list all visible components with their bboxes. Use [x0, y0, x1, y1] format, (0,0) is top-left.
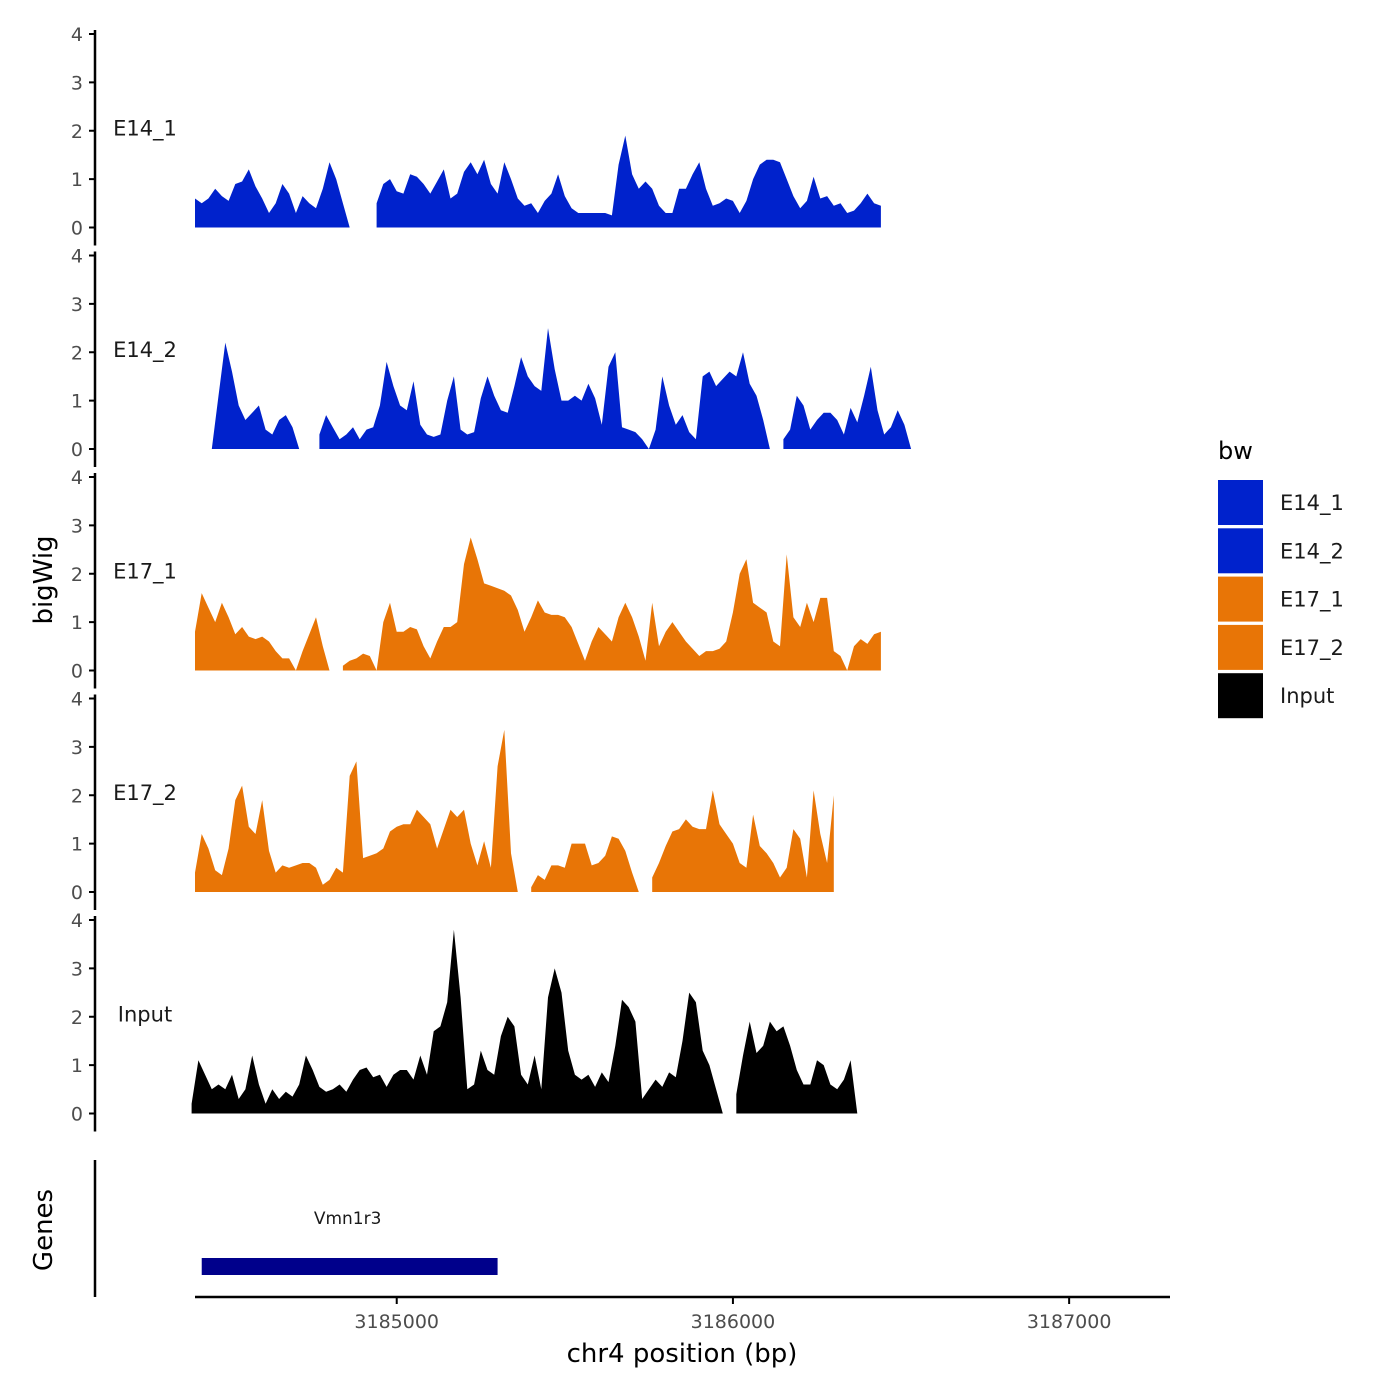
legend-label-E17_2: E17_2: [1280, 636, 1344, 661]
y-tick-label: 1: [71, 391, 83, 413]
track-label-E14_2: E14_2: [113, 338, 177, 363]
y-tick-label: 4: [71, 910, 83, 932]
coverage-area-E14_1: [376, 135, 881, 228]
legend-label-Input: Input: [1280, 684, 1334, 708]
y-tick-label: 2: [71, 785, 83, 807]
track-E17_2: 0 1 2 3 4 E17_2: [71, 689, 834, 910]
coverage-area-E17_2: [652, 790, 834, 892]
track-E14_1: 0 1 2 3 4 E14_1: [71, 24, 881, 246]
legend-label-E17_1: E17_1: [1280, 588, 1344, 613]
coverage-area-E17_1: [342, 537, 881, 671]
coverage-area-E14_2: [783, 366, 912, 449]
legend-key-E17_1: [1218, 576, 1263, 622]
x-tick-label: 3186000: [691, 1311, 776, 1333]
coverage-area-E14_1: [195, 162, 350, 228]
track-label-E17_2: E17_2: [113, 781, 177, 806]
y-tick-label: 3: [71, 72, 83, 94]
legend-title: bw: [1218, 437, 1253, 465]
legend-key-E14_1: [1218, 480, 1263, 525]
track-label-E17_1: E17_1: [113, 560, 177, 585]
gene-body-Vmn1r3: [201, 1258, 498, 1275]
y-tick-label: 2: [71, 564, 83, 586]
legend-key-Input: [1218, 673, 1263, 719]
coverage-area-E17_2: [531, 836, 639, 892]
y-tick-label: 0: [71, 882, 83, 904]
coverage-area-E14_2: [211, 342, 300, 449]
coverage-area-Input: [736, 1021, 858, 1114]
y-tick-label: 4: [71, 24, 83, 46]
y-tick-label: 3: [71, 737, 83, 759]
gene-track: Vmn1r3: [93, 1160, 498, 1297]
y-tick-label: 1: [71, 612, 83, 634]
y-tick-label: 2: [71, 342, 83, 364]
genes-axis-title: Genes: [29, 1189, 59, 1271]
y-tick-label: 4: [71, 467, 83, 489]
y-tick-label: 3: [71, 294, 83, 316]
coverage-area-E14_2: [319, 328, 770, 449]
x-axis-title: chr4 position (bp): [567, 1339, 798, 1369]
y-tick-label: 1: [71, 169, 83, 191]
legend-label-E14_2: E14_2: [1280, 539, 1344, 564]
coverage-area-Input: [191, 929, 723, 1114]
x-axis: 3185000 3186000 3187000: [195, 1295, 1170, 1333]
tracks-area: 0 1 2 3 4 E14_1 0 1 2 3 4 E14_2 0 1 2 3 4 E17_1 0 1 2 3 4 E17_2…: [71, 24, 912, 1132]
coverage-area-E17_1: [195, 593, 330, 671]
y-tick-label: 3: [71, 958, 83, 980]
y-tick-label: 0: [71, 439, 83, 461]
x-tick-label: 3185000: [354, 1311, 439, 1333]
legend-label-E14_1: E14_1: [1280, 491, 1344, 516]
track-Input: 0 1 2 3 4 Input: [71, 910, 858, 1132]
y-tick-label: 1: [71, 834, 83, 856]
gene-label-Vmn1r3: Vmn1r3: [314, 1209, 382, 1229]
legend: bw E14_1 E14_2 E17_1 E17_2 Input: [1218, 437, 1344, 719]
y-tick-label: 4: [71, 689, 83, 711]
track-label-Input: Input: [118, 1003, 172, 1027]
y-tick-label: 0: [71, 661, 83, 683]
y-tick-label: 4: [71, 246, 83, 268]
track-E17_1: 0 1 2 3 4 E17_1: [71, 467, 881, 689]
legend-key-E17_2: [1218, 624, 1263, 670]
y-axis-title: bigWig: [29, 535, 59, 624]
y-tick-label: 1: [71, 1055, 83, 1077]
x-tick-label: 3187000: [1027, 1311, 1112, 1333]
y-tick-label: 2: [71, 121, 83, 143]
track-label-E14_1: E14_1: [113, 117, 177, 142]
track-E14_2: 0 1 2 3 4 E14_2: [71, 246, 912, 467]
coverage-area-E17_2: [195, 729, 518, 892]
legend-key-E14_2: [1218, 528, 1263, 574]
y-tick-label: 3: [71, 515, 83, 537]
y-tick-label: 2: [71, 1007, 83, 1029]
y-tick-label: 0: [71, 1104, 83, 1126]
y-tick-label: 0: [71, 218, 83, 240]
